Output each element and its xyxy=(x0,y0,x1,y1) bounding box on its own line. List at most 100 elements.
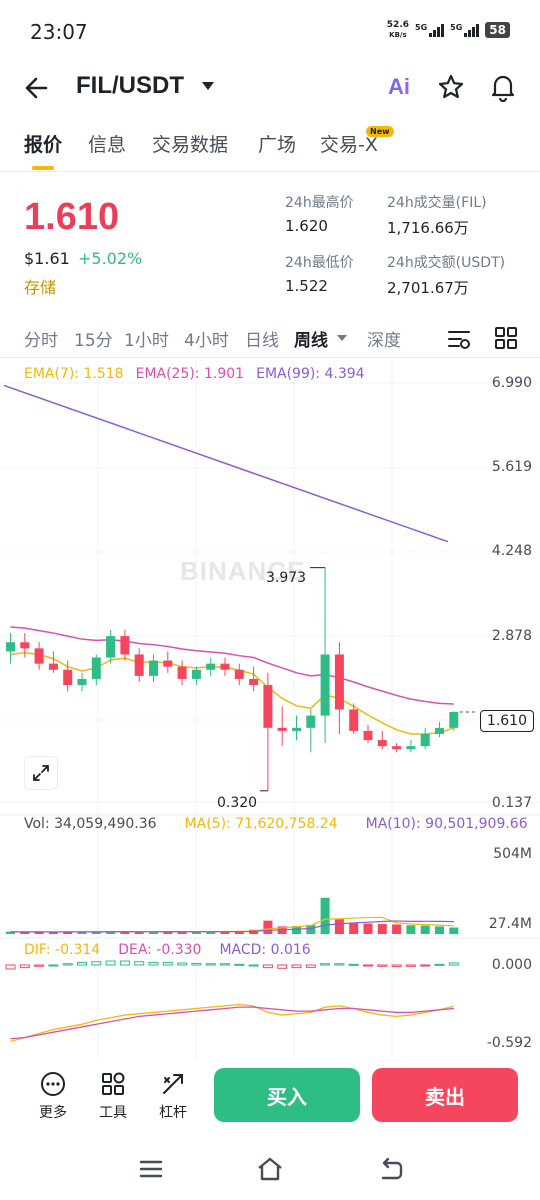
volume-bar xyxy=(435,926,444,934)
storage-tag[interactable]: 存储 xyxy=(24,278,57,297)
candles xyxy=(6,567,459,791)
candle-body xyxy=(234,669,244,679)
ema25-legend: EMA(25): 1.901 xyxy=(135,366,245,382)
callout-lines xyxy=(260,567,478,792)
interval-4h[interactable]: 4小时 xyxy=(184,331,229,351)
macd-histogram-bar xyxy=(220,963,230,966)
high-label: 24h最高价 xyxy=(285,195,354,211)
ai-icon[interactable]: Ai xyxy=(388,74,410,99)
high-value: 1.620 xyxy=(285,217,328,235)
volume-bar xyxy=(134,931,144,934)
macd-histogram-bar xyxy=(148,961,159,966)
macd-histogram-bar xyxy=(248,964,259,967)
candle-body xyxy=(220,663,230,670)
back-nav-icon[interactable] xyxy=(375,1154,405,1184)
volume-fil-label: 24h成交量(FIL) xyxy=(387,195,487,211)
ema-legend: EMA(7): 1.518 EMA(25): 1.901 EMA(99): 4.… xyxy=(24,366,365,382)
status-bar: 23:07 52.6 KB/s 5G 5G 58 xyxy=(0,0,540,60)
tab-quote[interactable]: 报价 xyxy=(24,134,63,156)
volume-bar xyxy=(163,931,173,934)
macd-dif-line xyxy=(10,1003,454,1043)
buy-button[interactable]: 买入 xyxy=(214,1068,360,1122)
macd-histogram-bar xyxy=(234,963,245,966)
volume-axis-label: 504M xyxy=(493,846,532,862)
candle-body xyxy=(449,711,459,728)
volume-ma5-line xyxy=(10,916,454,933)
status-indicators: 52.6 KB/s 5G 5G 58 xyxy=(387,20,510,40)
macd-histogram-bar xyxy=(334,963,345,966)
candle-body xyxy=(77,678,87,686)
last-price: 1.610 xyxy=(24,196,120,238)
tab-info[interactable]: 信息 xyxy=(88,134,127,156)
volume-bar xyxy=(63,931,73,934)
interval-1h[interactable]: 1小时 xyxy=(124,331,169,351)
tools-button[interactable]: 工具 xyxy=(88,1070,138,1122)
signal-icon: 5G xyxy=(415,23,445,37)
volume-bar xyxy=(234,930,244,934)
interval-more-icon[interactable] xyxy=(337,335,347,341)
low-label: 24h最低价 xyxy=(285,255,354,271)
recent-apps-icon[interactable] xyxy=(136,1154,166,1184)
interval-timeshare[interactable]: 分时 xyxy=(24,331,58,351)
indicator-settings-icon[interactable] xyxy=(446,326,472,356)
volume-bar xyxy=(77,931,87,934)
kline-chart[interactable] xyxy=(0,360,540,1060)
candle-body xyxy=(34,648,44,664)
tab-trading-data[interactable]: 交易数据 xyxy=(152,134,229,156)
signal-icon-2: 5G xyxy=(450,23,480,37)
macd-histogram-bar xyxy=(391,964,402,968)
candle-body xyxy=(306,715,316,728)
interval-15m[interactable]: 15分 xyxy=(74,331,113,351)
tab-trade-x[interactable]: 交易-X xyxy=(320,134,378,156)
volume-legend-vol: Vol: 34,059,490.36 xyxy=(24,816,157,832)
candle-body xyxy=(63,669,73,686)
interval-depth[interactable]: 深度 xyxy=(367,331,401,351)
sell-button[interactable]: 卖出 xyxy=(372,1068,518,1122)
layout-grid-icon[interactable] xyxy=(494,326,518,354)
macd-histogram-bar xyxy=(177,962,188,966)
star-icon[interactable] xyxy=(436,70,466,104)
expand-chart-icon[interactable] xyxy=(24,756,58,790)
macd-panel xyxy=(5,960,459,1043)
pair-title[interactable]: FIL/USDT xyxy=(76,72,184,99)
ema99-line xyxy=(3,384,449,543)
macd-histogram-bar xyxy=(34,964,45,967)
volume-usdt-label: 24h成交额(USDT) xyxy=(387,255,506,271)
pair-dropdown-icon[interactable] xyxy=(202,82,214,90)
top-nav: FIL/USDT Ai xyxy=(0,62,540,114)
interval-week[interactable]: 周线 xyxy=(294,331,328,351)
macd-histogram-bar xyxy=(19,964,30,969)
more-button[interactable]: 更多 xyxy=(28,1070,78,1122)
candle-body xyxy=(392,746,402,750)
ema7-legend: EMA(7): 1.518 xyxy=(24,366,124,382)
leverage-icon xyxy=(163,1074,183,1094)
tab-square[interactable]: 广场 xyxy=(258,134,297,156)
macd-axis-label: 0.000 xyxy=(491,957,532,973)
volume-bar xyxy=(420,925,430,934)
low-callout: 0.320 xyxy=(217,795,258,811)
system-nav xyxy=(0,1140,540,1200)
candle-body xyxy=(334,654,344,710)
watermark: BINANCE xyxy=(180,556,306,586)
current-price-tag: 1.610 xyxy=(479,710,534,732)
macd-axis-label: -0.592 xyxy=(486,1035,532,1051)
header-actions: Ai xyxy=(384,70,518,104)
macd-legend-dea: DEA: -0.330 xyxy=(118,942,202,958)
ema7-line xyxy=(10,651,455,735)
interval-day[interactable]: 日线 xyxy=(245,331,279,351)
volume-bar xyxy=(363,923,373,934)
home-icon[interactable] xyxy=(255,1154,285,1184)
interval-bar: 分时 15分 1小时 4小时 日线 周线 深度 xyxy=(0,322,540,358)
volume-fil-value: 1,716.66万 xyxy=(387,219,469,237)
volume-bars xyxy=(6,897,459,934)
volume-ma10-line xyxy=(10,920,454,933)
volume-bar xyxy=(120,931,130,934)
back-arrow-icon[interactable] xyxy=(20,72,56,104)
macd-histogram-bar xyxy=(5,964,16,970)
macd-histogram-bar xyxy=(448,962,459,966)
bell-icon[interactable] xyxy=(488,70,518,104)
volume-bar xyxy=(91,931,101,934)
candle-body xyxy=(277,727,287,731)
leverage-button[interactable]: 杠杆 xyxy=(148,1070,198,1122)
candle-body xyxy=(249,678,259,686)
